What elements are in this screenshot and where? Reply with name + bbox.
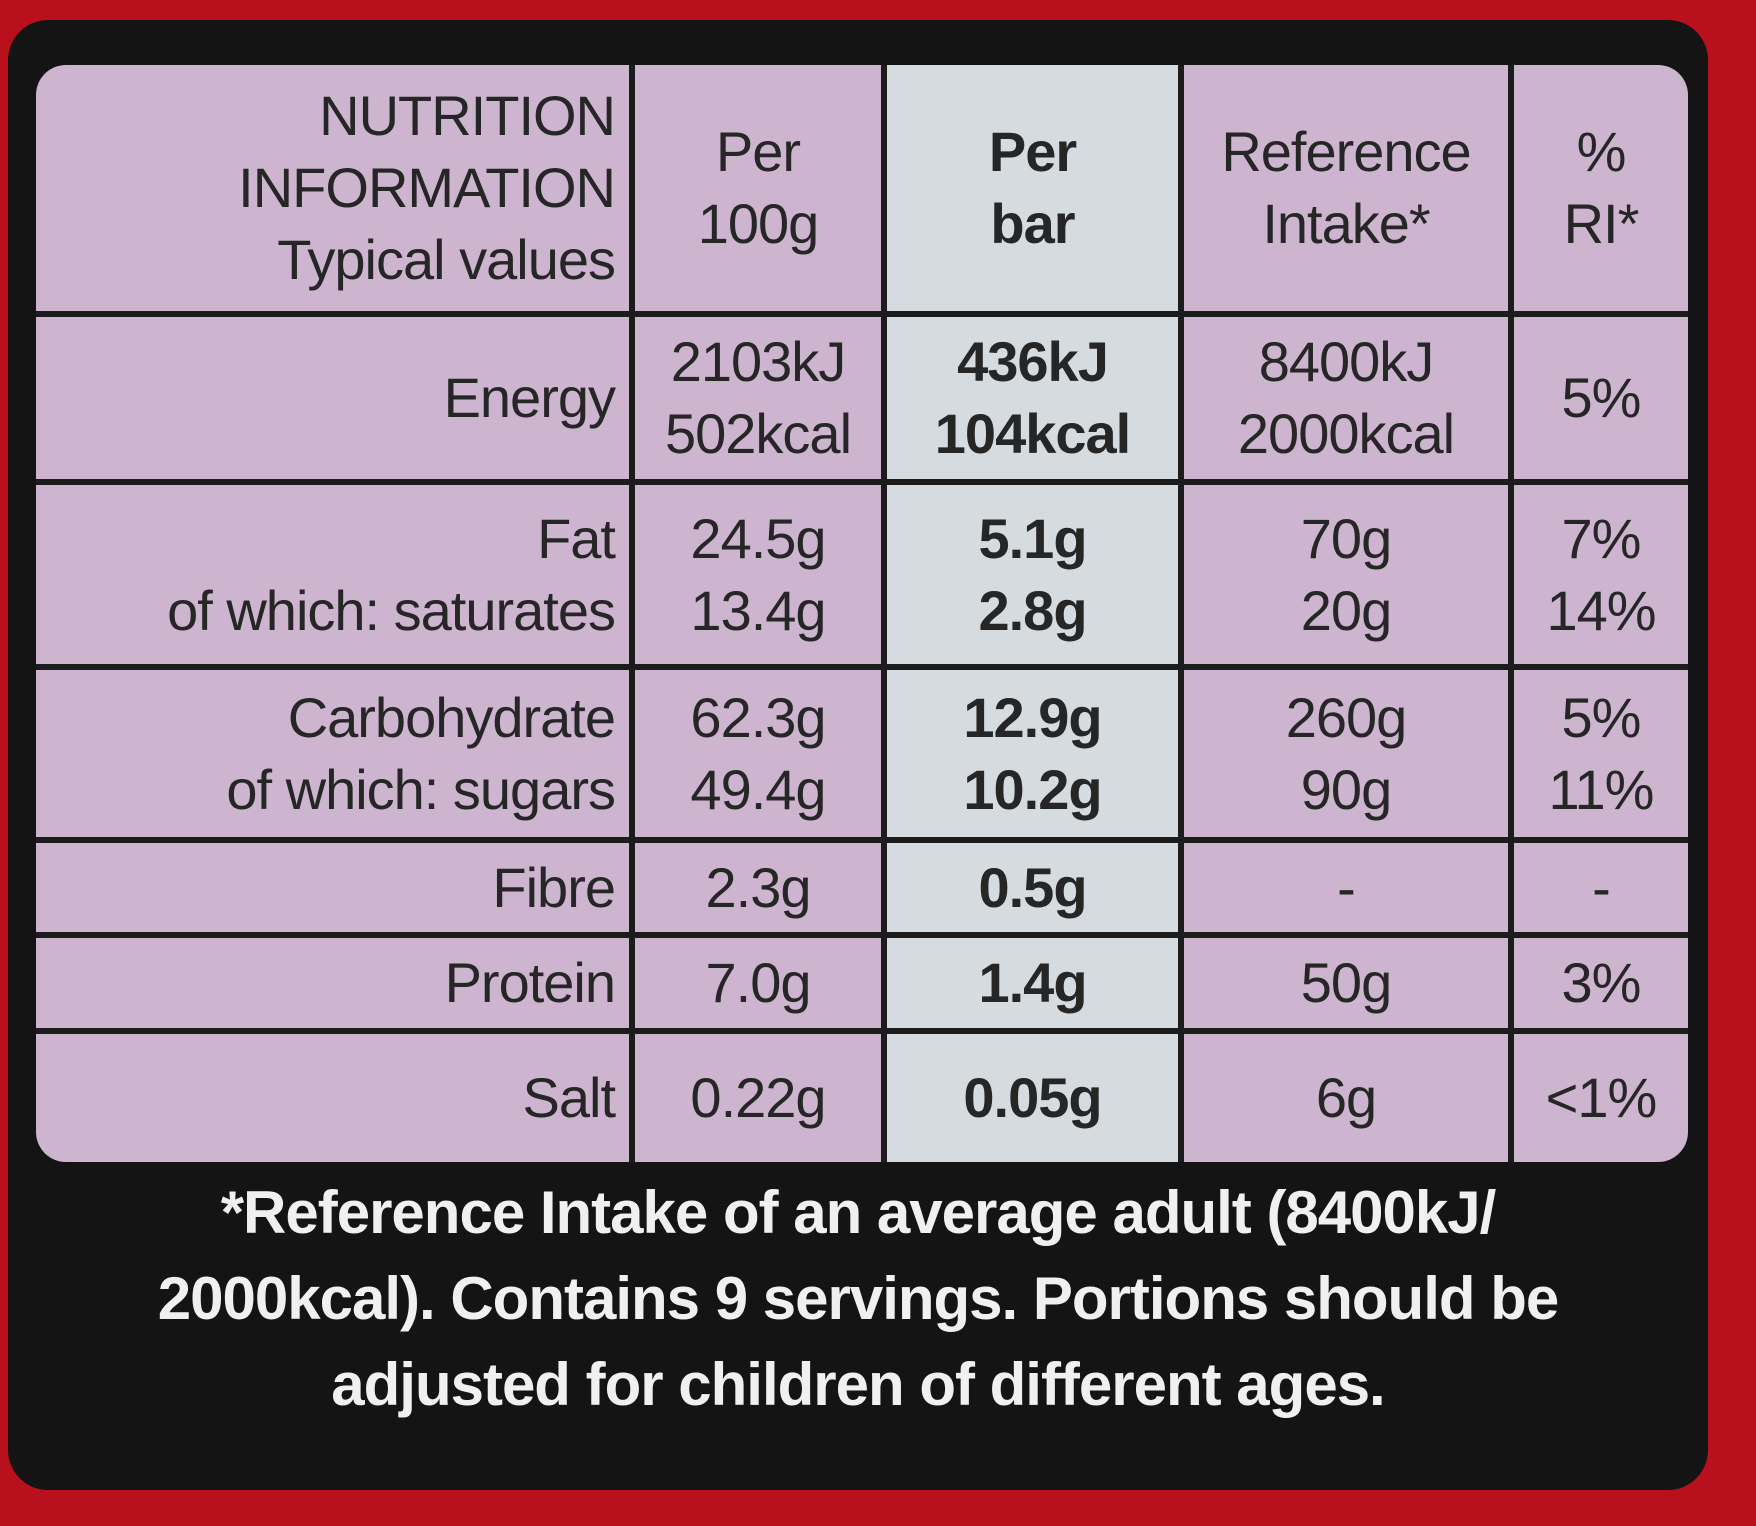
row-label: Protein: [36, 938, 635, 1034]
cell-value: -: [1514, 843, 1688, 938]
cell-value: 50g: [1184, 938, 1514, 1034]
cell-line: 2103kJ: [670, 330, 847, 393]
cell-line: 10.2g: [963, 757, 1102, 821]
cell-line: 62.3g: [690, 685, 826, 749]
cell-line: 104kcal: [934, 402, 1131, 465]
cell-line: 260g: [1285, 685, 1408, 749]
cell-value: 8400kJ 2000kcal: [1184, 317, 1514, 485]
footnote-line: 2000kcal). Contains 9 servings. Portions…: [157, 1265, 1559, 1332]
cell-line: 3%: [1561, 951, 1642, 1014]
cell-line: 0.5g: [978, 855, 1087, 919]
cell-line: RI*: [1563, 192, 1640, 255]
cell-line: 12.9g: [963, 685, 1102, 749]
cell-line: %: [1576, 120, 1627, 183]
cell-line: Salt: [522, 1066, 616, 1129]
cell-line: 2000kcal: [1237, 402, 1455, 465]
cell-value: Reference Intake*: [1184, 65, 1514, 317]
row-label: Fat of which: saturates: [36, 485, 635, 670]
cell-value: 7% 14%: [1514, 485, 1688, 670]
cell-value: % RI*: [1514, 65, 1688, 317]
cell-line: 14%: [1546, 578, 1656, 642]
cell-line: Energy: [443, 366, 616, 429]
footnote-line: adjusted for children of different ages.: [331, 1351, 1385, 1418]
cell-line: 50g: [1300, 951, 1392, 1014]
cell-value: <1%: [1514, 1034, 1688, 1162]
cell-line: Reference: [1221, 120, 1471, 183]
cell-value: 2.3g: [635, 843, 887, 938]
cell-value: Per 100g: [635, 65, 887, 317]
cell-value: 5%: [1514, 317, 1688, 485]
cell-line: 1.4g: [978, 951, 1087, 1014]
cell-value: 3%: [1514, 938, 1688, 1034]
cell-value: 0.5g: [887, 843, 1184, 938]
cell-line: 11%: [1548, 757, 1655, 821]
cell-value: 6g: [1184, 1034, 1514, 1162]
row-label: Energy: [36, 317, 635, 485]
cell-line: -: [1592, 855, 1611, 919]
nutrition-table: NUTRITION INFORMATION Typical values Per 100…: [36, 65, 1688, 1162]
cell-line: 5%: [1561, 366, 1642, 429]
cell-line: Per: [715, 120, 801, 183]
cell-line: of which: saturates: [167, 578, 616, 642]
cell-line: of which: sugars: [226, 757, 616, 821]
cell-line: 13.4g: [690, 578, 826, 642]
cell-line: 8400kJ: [1258, 330, 1435, 393]
cell-value: 5% 11%: [1514, 670, 1688, 843]
row-label: Salt: [36, 1034, 635, 1162]
cell-line: 100g: [697, 192, 820, 255]
cell-line: 6g: [1315, 1066, 1377, 1129]
cell-line: 5%: [1561, 685, 1642, 749]
cell-value: 5.1g 2.8g: [887, 485, 1184, 670]
cell-value: Per bar: [887, 65, 1184, 317]
cell-value: 0.05g: [887, 1034, 1184, 1162]
cell-line: 20g: [1300, 578, 1392, 642]
cell-line: 2.8g: [978, 578, 1087, 642]
cell-value: 62.3g 49.4g: [635, 670, 887, 843]
cell-value: 2103kJ 502kcal: [635, 317, 887, 485]
cell-line: Fat: [537, 506, 616, 570]
cell-line: Intake*: [1262, 192, 1430, 255]
cell-line: 49.4g: [690, 757, 826, 821]
cell-line: 0.22g: [690, 1066, 826, 1129]
cell-line: 2.3g: [705, 855, 812, 919]
cell-line: 7.0g: [705, 951, 812, 1014]
cell-line: NUTRITION: [319, 84, 616, 147]
cell-line: 24.5g: [690, 506, 826, 570]
cell-line: Protein: [444, 951, 616, 1014]
cell-line: Carbohydrate: [287, 685, 616, 749]
row-label: NUTRITION INFORMATION Typical values: [36, 65, 635, 317]
cell-line: 5.1g: [978, 506, 1087, 570]
row-label: Carbohydrate of which: sugars: [36, 670, 635, 843]
cell-line: 0.05g: [963, 1066, 1102, 1129]
cell-line: <1%: [1545, 1066, 1658, 1129]
footnote: *Reference Intake of an average adult (8…: [28, 1170, 1688, 1428]
cell-line: Per: [988, 120, 1077, 183]
label-frame: NUTRITION INFORMATION Typical values Per 100…: [8, 20, 1708, 1490]
cell-value: 12.9g 10.2g: [887, 670, 1184, 843]
cell-value: 70g 20g: [1184, 485, 1514, 670]
cell-line: 436kJ: [957, 330, 1109, 393]
cell-line: bar: [990, 192, 1075, 255]
cell-line: Typical values: [277, 228, 616, 291]
cell-line: 70g: [1300, 506, 1392, 570]
cell-value: 436kJ 104kcal: [887, 317, 1184, 485]
cell-line: 90g: [1300, 757, 1392, 821]
cell-value: 1.4g: [887, 938, 1184, 1034]
footnote-line: *Reference Intake of an average adult (8…: [220, 1179, 1497, 1246]
cell-value: 0.22g: [635, 1034, 887, 1162]
cell-value: 260g 90g: [1184, 670, 1514, 843]
cell-line: Fibre: [492, 855, 616, 919]
row-label: Fibre: [36, 843, 635, 938]
cell-value: 7.0g: [635, 938, 887, 1034]
cell-value: -: [1184, 843, 1514, 938]
cell-line: INFORMATION: [238, 156, 616, 219]
cell-value: 24.5g 13.4g: [635, 485, 887, 670]
cell-line: -: [1337, 855, 1356, 919]
cell-line: 502kcal: [664, 402, 852, 465]
cell-line: 7%: [1561, 506, 1642, 570]
